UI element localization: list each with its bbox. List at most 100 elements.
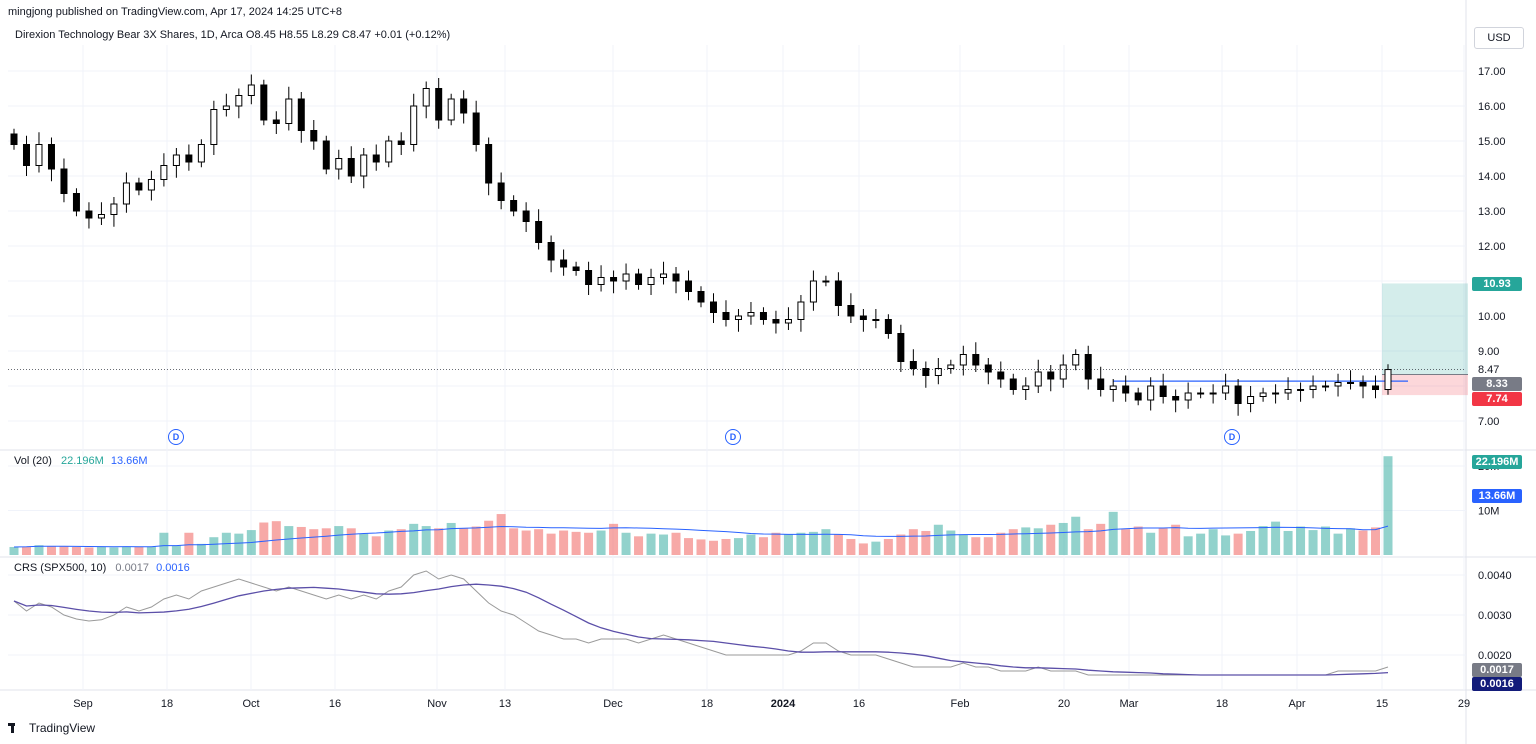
candle-body [560, 259, 568, 268]
volume-bar [459, 528, 469, 555]
volume-bar [808, 531, 818, 555]
candle-body [635, 273, 643, 285]
candle-body [135, 182, 143, 191]
x-tick-label: Oct [242, 698, 259, 710]
crs-legend-name: CRS (SPX500, 10) [14, 562, 107, 574]
crs-tick-label: 0.0020 [1478, 650, 1512, 662]
candle-body [60, 168, 68, 194]
price-tick-label: 10.00 [1478, 311, 1506, 323]
candle-body [1072, 354, 1080, 366]
candle-body [397, 140, 405, 145]
volume-bar [21, 546, 31, 555]
volume-bar [146, 546, 156, 555]
volume-bar [96, 546, 106, 555]
volume-bar [396, 529, 406, 555]
volume-bar [359, 533, 369, 555]
volume-legend-value: 22.196M [60, 455, 104, 467]
candle-body [1097, 378, 1105, 390]
candle-body [859, 315, 867, 320]
volume-bar [1071, 516, 1081, 555]
volume-bar [659, 534, 669, 555]
candle-body [1284, 389, 1292, 394]
candle-body [572, 266, 580, 271]
crs-legend: CRS (SPX500, 10) 0.0017 0.0016 [14, 562, 190, 574]
x-tick-label: Nov [427, 698, 447, 710]
volume-bar [371, 536, 381, 555]
candle-body [35, 144, 43, 166]
target-price-tag: 10.93 [1472, 277, 1522, 291]
volume-legend: Vol (20) 22.196M 13.66M [14, 455, 148, 467]
volume-bar [896, 534, 906, 555]
volume-legend-name: Vol (20) [14, 455, 52, 467]
dividend-marker[interactable]: D [725, 429, 741, 445]
volume-bar [1358, 530, 1368, 555]
candle-body [472, 112, 480, 145]
tradingview-logo[interactable]: TradingView [8, 721, 95, 735]
candle-body [1359, 382, 1367, 387]
volume-bar [159, 532, 169, 555]
currency-button[interactable]: USD [1474, 27, 1524, 49]
candle-body [1122, 385, 1130, 394]
volume-bar [771, 532, 781, 555]
candle-body [410, 105, 418, 145]
candle-body [784, 319, 792, 324]
volume-legend-ma: 13.66M [110, 455, 148, 467]
dividend-marker[interactable]: D [168, 429, 184, 445]
candle-body [285, 98, 293, 124]
volume-bar [758, 537, 768, 555]
symbol-legend: Direxion Technology Bear 3X Shares, 1D, … [15, 29, 451, 41]
crs-legend-value: 0.0017 [115, 562, 150, 574]
volume-bar [883, 538, 893, 555]
volume-bar [1021, 527, 1031, 555]
volume-bar [196, 543, 206, 555]
volume-bar [1283, 530, 1293, 555]
volume-bar [409, 523, 419, 555]
candle-body [1247, 396, 1255, 404]
stop-price-tag: 7.74 [1472, 392, 1522, 406]
candle-body [210, 109, 218, 145]
volume-bar [1183, 536, 1193, 555]
candle-body [1159, 385, 1167, 397]
candle-body [622, 273, 630, 282]
candle-body [185, 154, 193, 163]
price-tick-label: 16.00 [1478, 101, 1506, 113]
candle-body [1259, 392, 1267, 397]
candle-body [360, 154, 368, 177]
volume-bar [1246, 530, 1256, 555]
volume-bar [871, 541, 881, 555]
crs-ma-line [13, 583, 1389, 676]
volume-bar [1133, 526, 1143, 555]
volume-bar [1308, 530, 1318, 555]
volume-bar [1121, 529, 1131, 555]
volume-bar [384, 530, 394, 555]
volume-bar [509, 528, 519, 555]
candle-body [10, 133, 18, 145]
volume-bar [121, 546, 131, 555]
candle-body [797, 301, 805, 320]
volume-bar [846, 538, 856, 555]
x-tick-label: 15 [1376, 698, 1388, 710]
candle-body [1322, 385, 1330, 388]
candle-body [535, 221, 543, 243]
volume-bar [971, 537, 981, 555]
volume-bar [796, 532, 806, 555]
volume-bar [209, 537, 219, 555]
price-tick-label: 13.00 [1478, 206, 1506, 218]
volume-bar [34, 545, 44, 555]
candle-body [772, 319, 780, 324]
candle-body [372, 154, 380, 163]
candle-body [1272, 392, 1280, 395]
volume-bar [1008, 529, 1018, 555]
volume-bar [609, 523, 619, 555]
volume-bar [571, 531, 581, 555]
volume-bar [996, 532, 1006, 555]
dividend-marker[interactable]: D [1224, 429, 1240, 445]
volume-bar [9, 546, 19, 555]
candle-body [909, 361, 917, 369]
entry-price-tag: 8.33 [1472, 377, 1522, 391]
volume-bar [684, 538, 694, 555]
volume-bar [1046, 524, 1056, 555]
volume-bar [421, 526, 431, 555]
candle-body [47, 144, 55, 170]
